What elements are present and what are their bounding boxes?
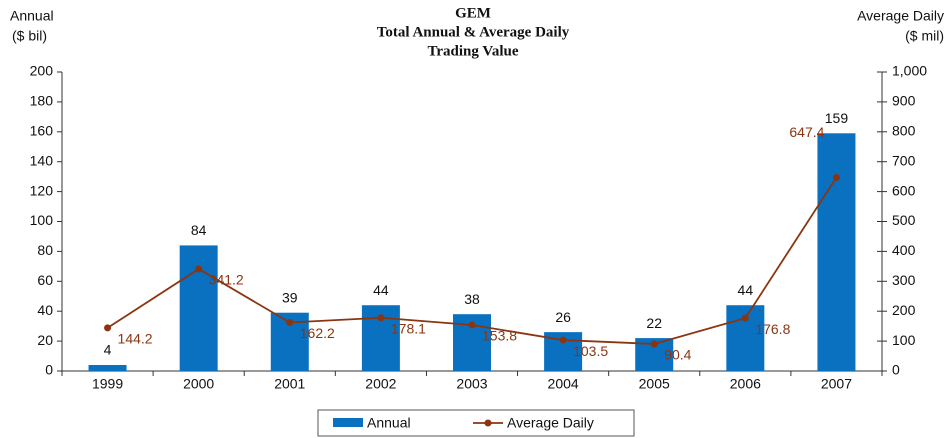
line-value-label: 647.4: [789, 124, 824, 140]
y2-axis-label: ($ mil): [905, 28, 944, 44]
y2-tick-label: 500: [892, 212, 916, 228]
bar: [817, 133, 856, 371]
y2-tick-label: 600: [892, 182, 916, 198]
y2-tick-label: 1,000: [892, 63, 927, 79]
bar: [179, 245, 218, 371]
y2-axis-label: Average Daily: [857, 8, 944, 24]
y2-tick-label: 400: [892, 242, 916, 258]
legend-swatch: [484, 419, 492, 427]
x-tick-label: 1999: [92, 376, 123, 392]
chart-title: Total Annual & Average Daily: [377, 24, 570, 40]
line-value-label: 103.5: [573, 343, 608, 359]
y-tick-label: 140: [30, 152, 54, 168]
bar-value-label: 159: [825, 110, 849, 126]
x-tick-label: 2007: [821, 376, 852, 392]
line-point: [468, 321, 476, 329]
chart-title: GEM: [455, 5, 491, 21]
line-value-label: 178.1: [391, 320, 426, 336]
bar-value-label: 84: [191, 222, 207, 238]
y-tick-label: 20: [37, 332, 53, 348]
y2-tick-label: 0: [892, 362, 900, 378]
line-point: [741, 314, 749, 322]
bar-value-label: 44: [738, 282, 754, 298]
y-tick-label: 120: [30, 182, 54, 198]
y-tick-label: 0: [45, 362, 53, 378]
bar-value-label: 26: [555, 309, 571, 325]
y-axis-label: ($ bil): [12, 28, 47, 44]
line-value-label: 176.8: [755, 321, 790, 337]
bar-value-label: 38: [464, 291, 480, 307]
y2-tick-label: 800: [892, 123, 916, 139]
chart-title: Trading Value: [427, 43, 518, 59]
line-point: [832, 173, 840, 181]
y2-tick-label: 200: [892, 302, 916, 318]
bar: [88, 365, 127, 371]
y2-tick-label: 300: [892, 272, 916, 288]
x-tick-label: 2002: [365, 376, 396, 392]
y-tick-label: 100: [30, 212, 54, 228]
x-tick-label: 2000: [183, 376, 214, 392]
x-tick-label: 2006: [730, 376, 761, 392]
y2-tick-label: 900: [892, 93, 916, 109]
line-value-label: 90.4: [664, 347, 691, 363]
x-tick-label: 2004: [548, 376, 579, 392]
line-value-label: 341.2: [209, 272, 244, 288]
legend-swatch: [333, 418, 363, 427]
x-tick-label: 2005: [639, 376, 670, 392]
y-tick-label: 160: [30, 123, 54, 139]
x-tick-label: 2001: [274, 376, 305, 392]
x-tick-label: 2003: [456, 376, 487, 392]
line-value-label: 153.8: [482, 328, 517, 344]
line-point: [377, 314, 385, 322]
line-point: [286, 319, 294, 327]
line-value-label: 144.2: [118, 331, 153, 347]
legend-label: Annual: [367, 415, 411, 431]
y2-tick-label: 700: [892, 152, 916, 168]
bar-value-label: 4: [104, 342, 112, 358]
y-axis-label: Annual: [10, 8, 54, 24]
line-point: [104, 324, 112, 332]
line-point: [650, 340, 658, 348]
y-tick-label: 60: [37, 272, 53, 288]
y2-tick-label: 100: [892, 332, 916, 348]
bar-value-label: 39: [282, 289, 298, 305]
line-point: [195, 265, 203, 273]
line-value-label: 162.2: [300, 325, 335, 341]
legend-label: Average Daily: [507, 415, 594, 431]
y-tick-label: 200: [30, 63, 54, 79]
y-tick-label: 180: [30, 93, 54, 109]
bar-value-label: 22: [646, 315, 662, 331]
y-tick-label: 40: [37, 302, 53, 318]
bar-value-label: 44: [373, 282, 389, 298]
line-point: [559, 336, 567, 344]
y-tick-label: 80: [37, 242, 53, 258]
